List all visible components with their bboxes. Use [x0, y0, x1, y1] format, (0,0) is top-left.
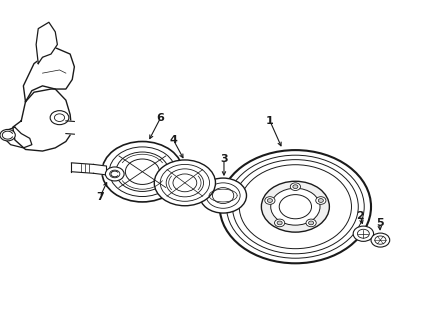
Circle shape: [318, 199, 323, 203]
Polygon shape: [71, 163, 94, 173]
Circle shape: [109, 147, 176, 197]
Circle shape: [293, 185, 298, 189]
Circle shape: [357, 229, 369, 238]
Text: 6: 6: [157, 113, 164, 123]
Circle shape: [200, 178, 246, 213]
Circle shape: [160, 164, 210, 201]
Polygon shape: [13, 86, 71, 151]
Circle shape: [154, 160, 215, 206]
Text: 2: 2: [357, 211, 364, 221]
Circle shape: [220, 150, 371, 263]
Polygon shape: [4, 127, 32, 148]
Circle shape: [375, 236, 386, 244]
Circle shape: [125, 159, 159, 184]
Text: 7: 7: [96, 192, 104, 202]
Circle shape: [54, 114, 65, 121]
Polygon shape: [94, 164, 106, 175]
Polygon shape: [66, 121, 74, 134]
Circle shape: [227, 155, 364, 258]
Circle shape: [0, 129, 15, 141]
Circle shape: [212, 188, 234, 204]
Circle shape: [371, 233, 390, 247]
Text: 3: 3: [220, 154, 228, 164]
Circle shape: [50, 111, 69, 125]
Text: 1: 1: [266, 116, 274, 126]
Circle shape: [239, 165, 351, 249]
Circle shape: [265, 197, 275, 204]
Circle shape: [279, 195, 312, 219]
Circle shape: [173, 174, 197, 192]
Circle shape: [275, 219, 285, 227]
Circle shape: [116, 152, 169, 191]
Circle shape: [206, 183, 240, 208]
Circle shape: [261, 181, 329, 232]
Circle shape: [102, 142, 183, 202]
Circle shape: [232, 160, 358, 254]
Circle shape: [290, 183, 300, 190]
Circle shape: [309, 221, 314, 225]
Circle shape: [105, 167, 124, 181]
Circle shape: [306, 219, 316, 227]
Circle shape: [267, 199, 272, 203]
Text: 5: 5: [376, 218, 383, 228]
Circle shape: [110, 170, 120, 178]
Circle shape: [316, 197, 326, 204]
Circle shape: [277, 221, 282, 225]
Circle shape: [353, 226, 374, 241]
Circle shape: [271, 188, 320, 225]
Polygon shape: [23, 48, 74, 102]
Circle shape: [166, 169, 204, 197]
Polygon shape: [36, 22, 57, 64]
Text: 4: 4: [170, 135, 177, 145]
